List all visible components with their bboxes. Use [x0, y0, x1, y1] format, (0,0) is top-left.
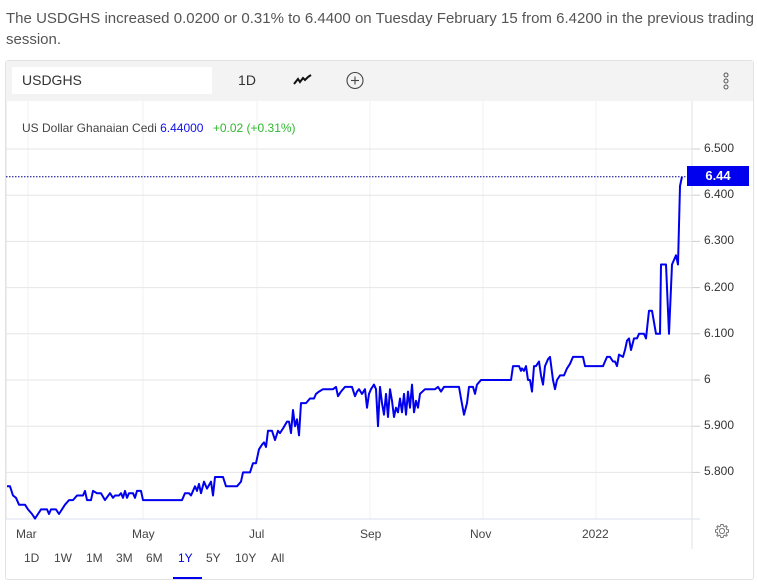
last-price-tag: 6.44 — [687, 166, 749, 186]
summary-text: The USDGHS increased 0.0200 or 0.31% to … — [6, 10, 754, 48]
y-tick-label: 6 — [704, 372, 711, 386]
range-1w[interactable]: 1W — [54, 551, 72, 565]
range-3m[interactable]: 3M — [116, 551, 133, 565]
instrument-name: US Dollar Ghanaian Cedi — [22, 121, 157, 135]
range-1m[interactable]: 1M — [86, 551, 103, 565]
active-range-indicator — [173, 577, 202, 579]
y-tick-label: 6.400 — [704, 187, 735, 202]
x-tick-label: Jul — [249, 527, 265, 541]
more-options-button[interactable] — [718, 67, 734, 94]
chart-settings-button[interactable] — [714, 523, 730, 539]
range-5y[interactable]: 5Y — [206, 551, 221, 565]
range-6m[interactable]: 6M — [146, 551, 163, 565]
add-comparison-button[interactable] — [344, 67, 366, 94]
x-tick-label: 2022 — [582, 527, 609, 541]
y-tick-label: 5.800 — [704, 464, 735, 479]
interval-button[interactable]: 1D — [238, 72, 256, 88]
chart-legend: US Dollar Ghanaian Cedi 6.44000 +0.02 (+… — [22, 121, 296, 135]
x-tick-label: Sep — [360, 527, 382, 541]
y-tick-label: 6.500 — [704, 141, 735, 155]
y-tick-label: 6.200 — [704, 279, 735, 294]
price-chart-plot[interactable] — [6, 61, 753, 581]
x-tick-label: May — [132, 527, 155, 541]
vertical-dots-icon — [723, 72, 729, 90]
line-chart-icon — [293, 74, 312, 85]
x-tick-label: Nov — [470, 527, 492, 541]
last-price: 6.44000 — [160, 121, 204, 135]
chart-widget: USDGHS 1D US Dollar Ghanaian Cedi 6.4400… — [5, 60, 754, 580]
price-change: +0.02 (+0.31%) — [212, 121, 296, 135]
y-tick-label: 6.100 — [704, 325, 735, 340]
range-10y[interactable]: 10Y — [235, 551, 257, 565]
y-tick-label: 5.900 — [704, 418, 735, 433]
chart-type-button[interactable] — [290, 67, 316, 94]
symbol-input[interactable]: USDGHS — [12, 67, 212, 94]
gear-icon — [715, 524, 729, 538]
range-1y[interactable]: 1Y — [178, 551, 193, 565]
chart-toolbar: USDGHS 1D — [6, 61, 753, 101]
y-tick-label: 6.300 — [704, 233, 735, 248]
plus-circle-icon — [346, 71, 364, 90]
x-tick-label: Mar — [16, 527, 37, 541]
range-all[interactable]: All — [271, 551, 285, 565]
range-1d[interactable]: 1D — [24, 551, 40, 565]
